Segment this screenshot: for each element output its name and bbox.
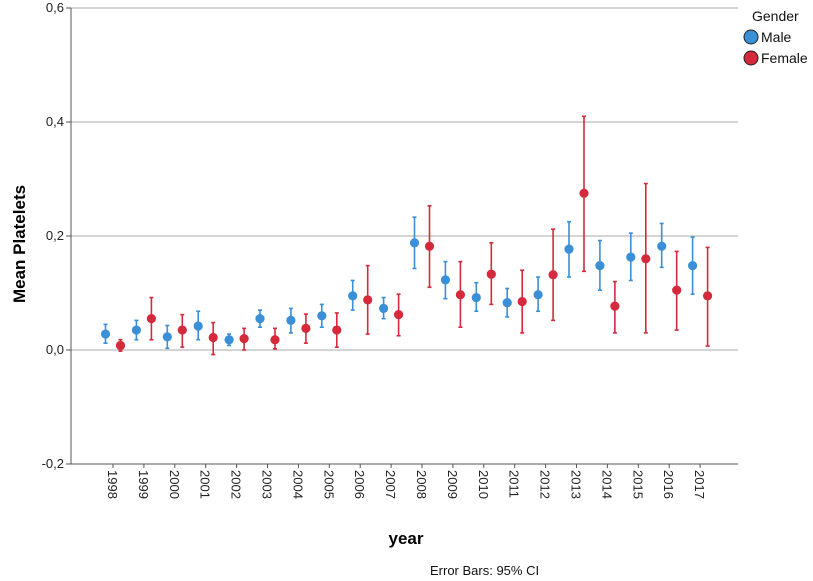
y-tick-label: 0,0: [46, 342, 64, 357]
x-tick-label: 2000: [167, 470, 182, 499]
mean-point: [641, 254, 651, 264]
mean-point: [440, 275, 450, 285]
legend-label-male: Male: [761, 29, 792, 45]
x-tick-label: 2007: [383, 470, 398, 499]
mean-point: [270, 335, 280, 345]
x-tick-label: 2004: [290, 470, 305, 499]
mean-point: [409, 238, 420, 248]
mean-point: [146, 314, 156, 324]
data-series: [100, 115, 713, 356]
mean-point: [317, 311, 327, 321]
mean-point: [657, 241, 667, 251]
mean-point: [517, 296, 527, 307]
mean-point: [688, 261, 698, 271]
mean-point: [100, 329, 111, 339]
mean-point: [672, 285, 682, 295]
mean-point: [610, 301, 620, 311]
mean-point: [193, 321, 203, 331]
x-tick-label: 2012: [538, 470, 553, 499]
y-axis-ticks: -0,2 0,0 0,2 0,4 0,6: [42, 0, 71, 471]
mean-point: [348, 291, 358, 301]
error-bars-footnote: Error Bars: 95% CI: [430, 563, 539, 578]
legend-label-female: Female: [761, 50, 808, 66]
x-tick-label: 2011: [507, 470, 522, 498]
x-tick-label: 2014: [599, 470, 614, 499]
mean-point: [239, 334, 249, 344]
series-female: [115, 115, 713, 356]
mean-point: [255, 314, 265, 324]
mean-point: [548, 270, 558, 280]
x-tick-label: 2008: [414, 470, 429, 499]
y-tick-label: 0,6: [46, 0, 64, 15]
x-tick-label: 2013: [569, 470, 584, 499]
x-axis-ticks: 1998 1999 2000 2001 2002 2003 2004 2005 2006 2007…: [105, 464, 707, 499]
x-tick-label: 2016: [661, 470, 676, 499]
mean-point: [533, 290, 543, 300]
mean-point: [363, 295, 373, 305]
series-male: [100, 216, 698, 350]
x-tick-label: 2015: [630, 470, 645, 499]
x-tick-label: 2017: [692, 470, 707, 499]
mean-point: [332, 325, 342, 335]
mean-point: [703, 291, 713, 301]
mean-point: [208, 332, 218, 343]
x-axis-title: year: [389, 529, 424, 548]
mean-point: [379, 303, 389, 313]
mean-point: [177, 325, 187, 335]
mean-point: [224, 335, 234, 345]
x-tick-label: 2005: [321, 470, 336, 499]
mean-point: [286, 315, 296, 325]
legend-marker-female: [743, 50, 759, 66]
x-tick-label: 2002: [229, 470, 244, 499]
x-tick-label: 2010: [476, 470, 491, 499]
mean-point: [394, 310, 404, 320]
x-tick-label: 1998: [105, 470, 120, 499]
mean-point: [162, 332, 172, 342]
y-tick-label: 0,4: [46, 114, 64, 129]
gridlines: [71, 7, 738, 351]
mean-point: [455, 290, 465, 300]
y-axis-title: Mean Platelets: [10, 185, 29, 303]
x-tick-label: 1999: [136, 470, 151, 499]
mean-point: [131, 325, 141, 335]
x-tick-label: 2001: [198, 470, 213, 499]
mean-point: [301, 323, 311, 333]
mean-point: [115, 340, 126, 351]
mean-point: [486, 269, 496, 279]
mean-point: [424, 241, 435, 251]
mean-point: [564, 244, 574, 254]
mean-point: [595, 261, 605, 271]
mean-point: [626, 252, 636, 262]
x-tick-label: 2009: [445, 470, 460, 499]
mean-point: [502, 298, 512, 308]
legend-marker-male: [743, 29, 759, 45]
y-tick-label: -0,2: [42, 456, 64, 471]
legend: Gender Male Female: [743, 8, 808, 66]
mean-point: [471, 292, 481, 303]
legend-title: Gender: [752, 8, 799, 24]
y-tick-label: 0,2: [46, 228, 64, 243]
mean-point: [579, 188, 589, 198]
x-tick-label: 2006: [352, 470, 367, 499]
x-tick-label: 2003: [260, 470, 275, 499]
